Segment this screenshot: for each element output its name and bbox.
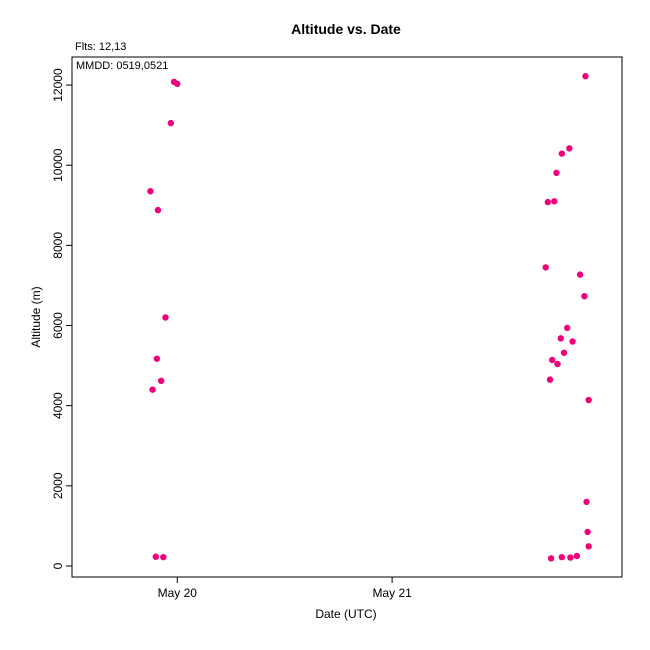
data-point	[157, 377, 165, 385]
x-tick-label: May 20	[158, 586, 198, 600]
data-points	[147, 73, 592, 562]
data-point	[567, 554, 574, 561]
y-tick-label: 8000	[51, 232, 65, 259]
data-point	[585, 396, 592, 404]
y-tick-label: 12000	[51, 68, 65, 102]
data-point	[152, 553, 159, 560]
data-point	[558, 150, 566, 157]
data-point	[149, 386, 156, 393]
data-point	[153, 355, 161, 362]
data-point	[544, 198, 552, 206]
chart-title: Altitude vs. Date	[291, 21, 401, 37]
data-point	[558, 553, 566, 561]
data-point	[548, 356, 556, 364]
y-tick-label: 6000	[51, 312, 65, 339]
y-tick-label: 10000	[51, 148, 65, 182]
data-point	[569, 338, 576, 345]
data-point	[560, 349, 568, 356]
data-point	[542, 264, 549, 271]
data-point	[584, 528, 591, 536]
data-point	[554, 360, 561, 368]
data-point	[553, 169, 560, 177]
data-point	[581, 293, 588, 300]
data-point	[576, 271, 584, 278]
data-point	[582, 73, 589, 80]
data-point	[585, 543, 592, 550]
x-axis: May 20 May 21	[158, 577, 412, 600]
data-point	[583, 498, 590, 506]
data-point	[546, 376, 554, 383]
data-point	[557, 335, 564, 342]
data-point	[160, 553, 167, 561]
data-point	[147, 188, 154, 195]
x-axis-label: Date (UTC)	[315, 607, 376, 621]
data-point	[564, 324, 571, 332]
y-tick-label: 4000	[51, 392, 65, 419]
data-point	[573, 552, 581, 560]
y-axis-label: Altitude (m)	[29, 286, 43, 347]
data-point	[162, 314, 169, 321]
data-point	[566, 145, 573, 152]
chart-annotation: MMDD: 0519,0521	[76, 60, 168, 72]
y-tick-label: 2000	[51, 472, 65, 499]
data-point	[547, 555, 555, 562]
data-point	[551, 198, 558, 205]
data-point	[154, 206, 162, 214]
y-axis: 0 2000 4000 6000 8000 10000 12000	[51, 68, 72, 569]
plot-frame	[71, 56, 623, 578]
x-tick-label: May 21	[372, 586, 412, 600]
data-point	[174, 80, 181, 88]
y-tick-label: 0	[51, 562, 65, 569]
data-point	[167, 119, 175, 127]
chart-subtitle: Flts: 12,13	[75, 41, 126, 53]
